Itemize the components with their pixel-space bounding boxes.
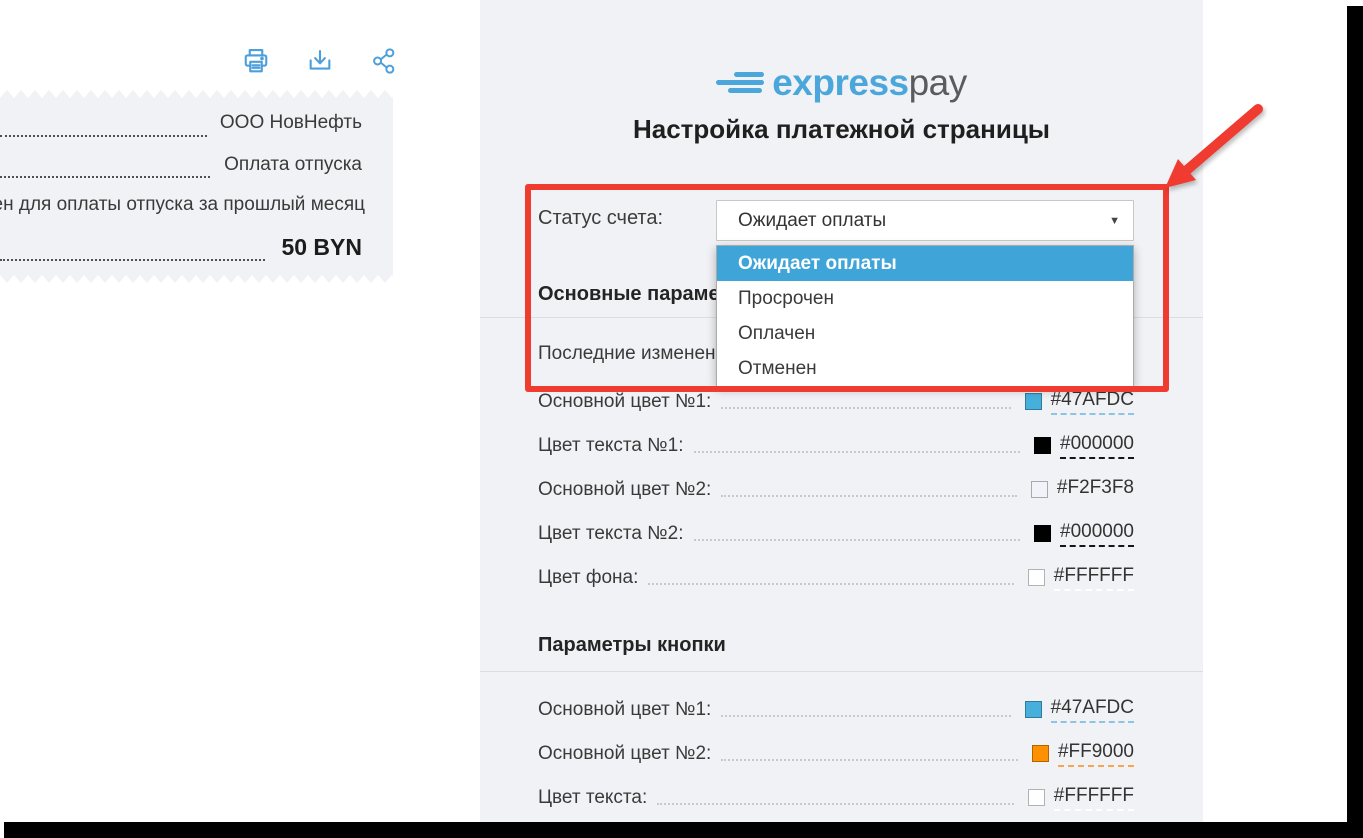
color-row-label: Цвет текста №2: bbox=[538, 522, 684, 544]
color-swatch[interactable] bbox=[1034, 525, 1052, 542]
color-value-link[interactable]: #FF9000 bbox=[1057, 741, 1134, 767]
expresspay-logo: express pay bbox=[480, 57, 1203, 109]
status-select[interactable]: Ожидает оплаты ▼ bbox=[716, 200, 1134, 241]
logo-speed-lines-icon bbox=[716, 72, 765, 93]
chevron-down-icon: ▼ bbox=[1109, 215, 1120, 227]
section-title-main-params: Основные параметры bbox=[538, 283, 759, 305]
print-button[interactable] bbox=[240, 45, 272, 77]
color-row: Цвет текста №1: #000000 bbox=[538, 432, 1134, 459]
invoice-payee: ООО НовНефть bbox=[219, 112, 362, 133]
settings-panel bbox=[480, 0, 1203, 822]
leader-dots bbox=[721, 406, 1011, 409]
color-row-label: Цвет фона: bbox=[538, 566, 639, 588]
window-frame-bottom bbox=[4, 822, 1363, 838]
leader-dots bbox=[693, 538, 1021, 541]
leader-dots bbox=[657, 802, 1014, 805]
dropdown-option-overdue[interactable]: Просрочен bbox=[738, 288, 834, 309]
color-value-link[interactable]: #FFFFFF bbox=[1053, 785, 1134, 811]
color-swatch[interactable] bbox=[1027, 789, 1045, 806]
logo-express-text: express bbox=[772, 62, 909, 103]
color-row-label: Основной цвет №2: bbox=[538, 742, 712, 764]
color-row-label: Основной цвет №1: bbox=[538, 698, 712, 720]
divider bbox=[480, 671, 1203, 672]
invoice-purpose: Оплата отпуска bbox=[224, 154, 362, 175]
receipt-zigzag-bottom bbox=[0, 275, 393, 283]
page-title: Настройка платежной страницы bbox=[632, 114, 1051, 144]
share-button[interactable] bbox=[368, 45, 400, 77]
color-swatch[interactable] bbox=[1030, 481, 1048, 498]
leader-dots bbox=[0, 176, 210, 178]
download-button[interactable] bbox=[304, 45, 336, 77]
invoice-preview-card: ООО НовНефть Оплата отпуска ен для оплат… bbox=[0, 90, 393, 283]
color-value-link[interactable]: #F2F3F8 bbox=[1056, 477, 1134, 503]
invoice-note: ен для оплаты отпуска за прошлый месяц bbox=[0, 194, 365, 215]
leader-dots bbox=[0, 259, 265, 261]
color-row: Основной цвет №1: #47AFDC bbox=[538, 388, 1134, 415]
color-value-link[interactable]: #000000 bbox=[1060, 521, 1134, 547]
leader-dots bbox=[648, 582, 1014, 585]
color-value-link[interactable]: #000000 bbox=[1060, 433, 1134, 459]
receipt-zigzag-top bbox=[0, 90, 393, 98]
color-row-label: Основной цвет №1: bbox=[538, 390, 712, 412]
color-swatch[interactable] bbox=[1024, 393, 1042, 410]
dropdown-option-awaiting-payment[interactable]: Ожидает оплаты bbox=[717, 246, 1133, 281]
leader-dots bbox=[721, 758, 1018, 761]
color-row: Цвет текста: #FFFFFF bbox=[538, 784, 1134, 811]
status-label: Статус счета: bbox=[538, 207, 664, 229]
color-value-link[interactable]: #47AFDC bbox=[1050, 389, 1134, 415]
color-row-label: Основной цвет №2: bbox=[538, 478, 712, 500]
invoice-amount: 50 BYN bbox=[281, 234, 362, 260]
section-title-button-params: Параметры кнопки bbox=[538, 634, 726, 656]
dropdown-option-cancelled[interactable]: Отменен bbox=[738, 358, 817, 379]
window-frame-right bbox=[1347, 6, 1363, 838]
color-swatch[interactable] bbox=[1034, 437, 1052, 454]
color-row: Основной цвет №1: #47AFDC bbox=[538, 696, 1134, 723]
leader-dots bbox=[0, 135, 207, 137]
color-row: Цвет текста №2: #000000 bbox=[538, 520, 1134, 547]
leader-dots bbox=[693, 450, 1021, 453]
color-value-link[interactable]: #47AFDC bbox=[1050, 697, 1134, 723]
download-icon bbox=[309, 50, 331, 70]
color-swatch[interactable] bbox=[1031, 745, 1049, 762]
dropdown-option-paid[interactable]: Оплачен bbox=[738, 323, 816, 344]
color-row-label: Цвет текста №1: bbox=[538, 434, 684, 456]
last-changes-label: Последние изменения: bbox=[538, 343, 742, 364]
color-row: Цвет фона: #FFFFFF bbox=[538, 564, 1134, 591]
color-row-label: Цвет текста: bbox=[538, 786, 648, 808]
share-icon bbox=[373, 48, 395, 74]
receipt-body bbox=[0, 98, 393, 275]
status-dropdown: Ожидает оплаты Просрочен Оплачен Отменен bbox=[716, 245, 1134, 387]
color-row: Основной цвет №2: #FF9000 bbox=[538, 740, 1134, 767]
color-value-link[interactable]: #FFFFFF bbox=[1053, 565, 1134, 591]
color-swatch[interactable] bbox=[1027, 569, 1045, 586]
print-icon bbox=[244, 48, 268, 73]
color-swatch[interactable] bbox=[1024, 701, 1042, 718]
status-selected-value: Ожидает оплаты bbox=[738, 210, 887, 231]
leader-dots bbox=[721, 494, 1017, 497]
toolbar bbox=[240, 44, 400, 78]
leader-dots bbox=[721, 714, 1011, 717]
logo-pay-text: pay bbox=[908, 62, 968, 103]
color-row: Основной цвет №2: #F2F3F8 bbox=[538, 476, 1134, 503]
